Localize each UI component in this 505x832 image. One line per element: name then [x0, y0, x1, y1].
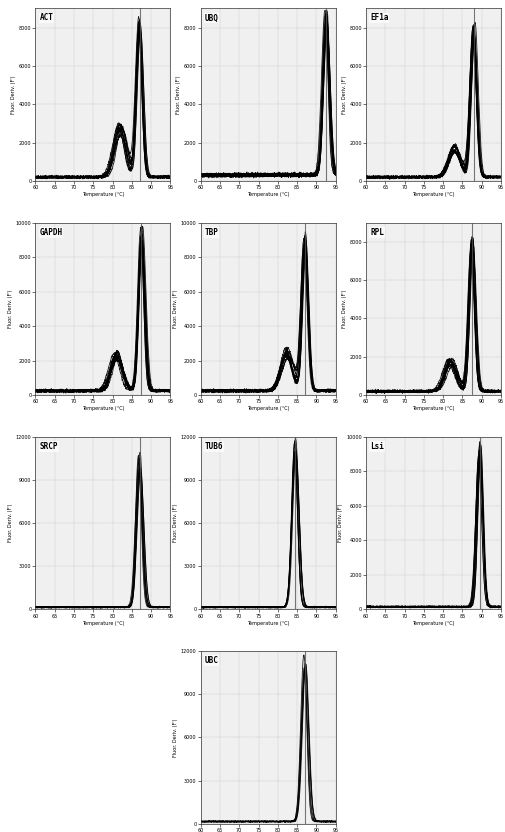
Y-axis label: Fluor. Deriv. (F'): Fluor. Deriv. (F') [11, 76, 16, 114]
X-axis label: Temperature (°C): Temperature (°C) [412, 621, 454, 626]
Text: TUB6: TUB6 [205, 442, 223, 451]
X-axis label: Temperature (°C): Temperature (°C) [412, 192, 454, 197]
Text: RPL: RPL [369, 228, 383, 237]
Y-axis label: Fluor. Deriv. (F'): Fluor. Deriv. (F') [173, 504, 178, 542]
X-axis label: Temperature (°C): Temperature (°C) [81, 407, 124, 412]
Text: Lsi: Lsi [369, 442, 383, 451]
Text: TBP: TBP [205, 228, 218, 237]
Y-axis label: Fluor. Deriv. (F'): Fluor. Deriv. (F') [341, 76, 346, 114]
X-axis label: Temperature (°C): Temperature (°C) [246, 621, 289, 626]
Text: ACT: ACT [39, 13, 53, 22]
Y-axis label: Fluor. Deriv. (F'): Fluor. Deriv. (F') [8, 504, 13, 542]
X-axis label: Temperature (°C): Temperature (°C) [246, 407, 289, 412]
Y-axis label: Fluor. Deriv. (F'): Fluor. Deriv. (F') [173, 718, 178, 756]
Text: GAPDH: GAPDH [39, 228, 63, 237]
Text: EF1a: EF1a [369, 13, 388, 22]
Text: UBC: UBC [205, 656, 218, 666]
Y-axis label: Fluor. Deriv. (F'): Fluor. Deriv. (F') [173, 290, 178, 328]
X-axis label: Temperature (°C): Temperature (°C) [81, 192, 124, 197]
X-axis label: Temperature (°C): Temperature (°C) [412, 407, 454, 412]
X-axis label: Temperature (°C): Temperature (°C) [81, 621, 124, 626]
Y-axis label: Fluor. Deriv. (F'): Fluor. Deriv. (F') [176, 76, 181, 114]
X-axis label: Temperature (°C): Temperature (°C) [246, 192, 289, 197]
Y-axis label: Fluor. Deriv. (F'): Fluor. Deriv. (F') [338, 504, 343, 542]
Y-axis label: Fluor. Deriv. (F'): Fluor. Deriv. (F') [341, 290, 346, 328]
Text: SRCP: SRCP [39, 442, 58, 451]
Text: UBQ: UBQ [205, 13, 218, 22]
Y-axis label: Fluor. Deriv. (F'): Fluor. Deriv. (F') [8, 290, 13, 328]
